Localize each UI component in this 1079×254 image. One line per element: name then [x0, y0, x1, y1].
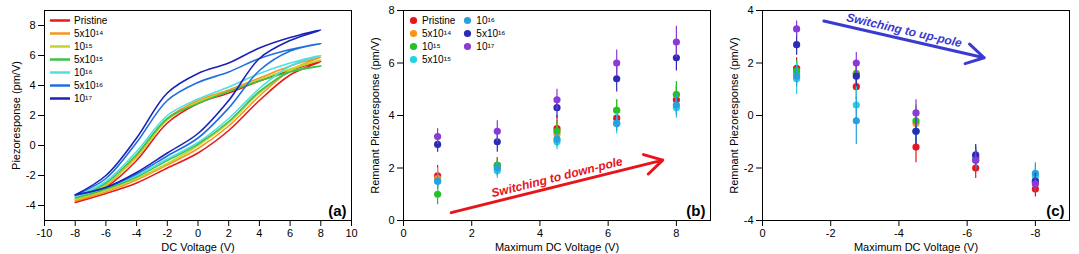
svg-text:-6: -6 — [101, 227, 111, 239]
svg-text:8: 8 — [318, 227, 324, 239]
svg-text:0: 0 — [29, 139, 35, 151]
svg-text:(c): (c) — [1046, 202, 1064, 219]
svg-text:4: 4 — [388, 109, 394, 121]
svg-text:-4: -4 — [744, 214, 754, 226]
html-text:5x10¹⁵: 5x10¹⁵ — [422, 54, 452, 65]
svg-text:(b): (b) — [686, 202, 705, 219]
svg-text:2: 2 — [226, 227, 232, 239]
svg-text:8: 8 — [673, 227, 679, 239]
svg-text:-8: -8 — [1030, 227, 1040, 239]
svg-text:6: 6 — [605, 227, 611, 239]
html-text:10¹⁶: 10¹⁶ — [74, 67, 93, 78]
html-text:10¹⁶: 10¹⁶ — [476, 15, 495, 26]
svg-text:8: 8 — [29, 19, 35, 31]
html-text:10¹⁵: 10¹⁵ — [74, 41, 93, 52]
html-text:Pristine: Pristine — [422, 15, 456, 26]
svg-text:Remnant Piezoresponse (pm/V): Remnant Piezoresponse (pm/V) — [369, 37, 381, 194]
svg-text:6: 6 — [29, 49, 35, 61]
svg-text:-4: -4 — [132, 227, 142, 239]
svg-text:4: 4 — [537, 227, 543, 239]
html-text:5x10¹⁶: 5x10¹⁶ — [74, 80, 104, 91]
svg-text:-8: -8 — [70, 227, 80, 239]
svg-text:0: 0 — [400, 227, 406, 239]
svg-text:-2: -2 — [826, 227, 836, 239]
svg-text:10: 10 — [345, 227, 357, 239]
svg-text:-4: -4 — [894, 227, 904, 239]
svg-text:Switching to down-pole: Switching to down-pole — [490, 154, 624, 200]
svg-text:(a): (a) — [328, 202, 346, 219]
svg-text:0: 0 — [747, 109, 753, 121]
svg-text:-10: -10 — [37, 227, 53, 239]
svg-text:2: 2 — [388, 162, 394, 174]
svg-text:-2: -2 — [162, 227, 172, 239]
svg-text:Switching to up-pole: Switching to up-pole — [845, 10, 963, 50]
svg-text:-2: -2 — [26, 169, 36, 181]
svg-text:6: 6 — [388, 57, 394, 69]
svg-text:2: 2 — [747, 57, 753, 69]
svg-text:4: 4 — [256, 227, 262, 239]
svg-text:2: 2 — [29, 109, 35, 121]
html-text:5x10¹⁴: 5x10¹⁴ — [74, 28, 104, 39]
html-text:5x10¹⁴: 5x10¹⁴ — [422, 28, 452, 39]
svg-text:0: 0 — [195, 227, 201, 239]
html-text:5x10¹⁵: 5x10¹⁵ — [74, 54, 104, 65]
svg-text:0: 0 — [388, 214, 394, 226]
svg-text:4: 4 — [29, 79, 35, 91]
html-text:Pristine: Pristine — [74, 15, 108, 26]
svg-text:Maximum DC Voltage (V): Maximum DC Voltage (V) — [495, 241, 619, 253]
html-text:10¹⁷: 10¹⁷ — [74, 93, 93, 104]
svg-text:Piezoresponse (pm/V): Piezoresponse (pm/V) — [10, 61, 22, 170]
svg-text:0: 0 — [759, 227, 765, 239]
svg-text:-6: -6 — [962, 227, 972, 239]
svg-text:8: 8 — [388, 4, 394, 16]
svg-text:-2: -2 — [744, 162, 754, 174]
html-text:5x10¹⁶: 5x10¹⁶ — [476, 28, 506, 39]
html-text:10¹⁵: 10¹⁵ — [422, 41, 441, 52]
svg-text:2: 2 — [469, 227, 475, 239]
svg-text:Remnant Piezoresponse (pm/V): Remnant Piezoresponse (pm/V) — [728, 37, 740, 194]
svg-text:-4: -4 — [26, 199, 36, 211]
svg-text:4: 4 — [747, 4, 753, 16]
svg-text:6: 6 — [287, 227, 293, 239]
svg-text:DC Voltage (V): DC Voltage (V) — [161, 241, 234, 253]
svg-text:Maximum DC Voltage (V): Maximum DC Voltage (V) — [854, 241, 978, 253]
html-text:10¹⁷: 10¹⁷ — [476, 41, 495, 52]
